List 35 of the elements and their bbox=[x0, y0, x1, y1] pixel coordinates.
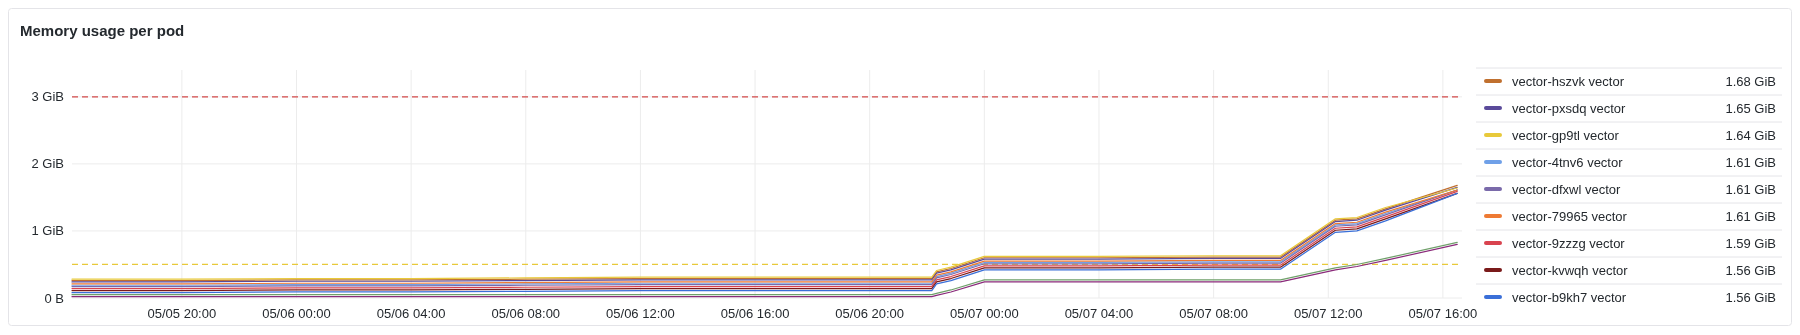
legend-label: vector-gp9tl vector bbox=[1512, 127, 1620, 143]
y-tick-label: 0 B bbox=[44, 290, 64, 306]
x-tick-label: 05/07 08:00 bbox=[1179, 306, 1248, 321]
x-tick-label: 05/07 16:00 bbox=[1408, 306, 1478, 321]
y-tick-label: 3 GiB bbox=[31, 89, 64, 105]
x-tick-label: 05/06 00:00 bbox=[262, 306, 331, 321]
x-tick-label: 05/06 12:00 bbox=[606, 306, 675, 321]
text: 1.61 GiB bbox=[1725, 154, 1776, 170]
legend-label: vector-kvwqh vector bbox=[1512, 262, 1629, 278]
text: 1.56 GiB bbox=[1725, 289, 1776, 305]
legend-label: vector-b9kh7 vector bbox=[1512, 289, 1627, 305]
legend-label: vector-dfxwl vector bbox=[1512, 181, 1622, 197]
y-tick-label: 1 GiB bbox=[31, 223, 64, 239]
x-tick-label: 05/07 00:00 bbox=[949, 306, 1019, 321]
chart-title: Memory usage per pod bbox=[20, 22, 185, 39]
text: 1.65 GiB bbox=[1725, 100, 1776, 116]
text: 1.59 GiB bbox=[1725, 235, 1776, 251]
x-tick-label: 05/06 20:00 bbox=[835, 306, 905, 321]
legend-label: vector-hszvk vector bbox=[1512, 73, 1625, 89]
legend-label: vector-4tnv6 vector bbox=[1512, 154, 1624, 170]
text: 1.64 GiB bbox=[1725, 127, 1776, 143]
legend-label: vector-9zzzg vector bbox=[1512, 235, 1626, 251]
legend-label: vector-79965 vector bbox=[1512, 208, 1628, 224]
legend-label: vector-pxsdq vector bbox=[1512, 100, 1627, 116]
y-tick-label: 2 GiB bbox=[31, 156, 64, 172]
x-tick-label: 05/06 16:00 bbox=[720, 306, 790, 321]
x-tick-label: 05/06 04:00 bbox=[376, 306, 446, 321]
x-tick-label: 05/05 20:00 bbox=[147, 306, 217, 321]
x-tick-label: 05/06 08:00 bbox=[491, 306, 561, 321]
x-tick-label: 05/07 12:00 bbox=[1293, 306, 1363, 321]
text: 1.56 GiB bbox=[1725, 262, 1776, 278]
text: 1.61 GiB bbox=[1725, 181, 1776, 197]
text: 1.68 GiB bbox=[1725, 73, 1776, 89]
x-tick-label: 05/07 04:00 bbox=[1064, 306, 1134, 321]
text: 1.61 GiB bbox=[1725, 208, 1776, 224]
